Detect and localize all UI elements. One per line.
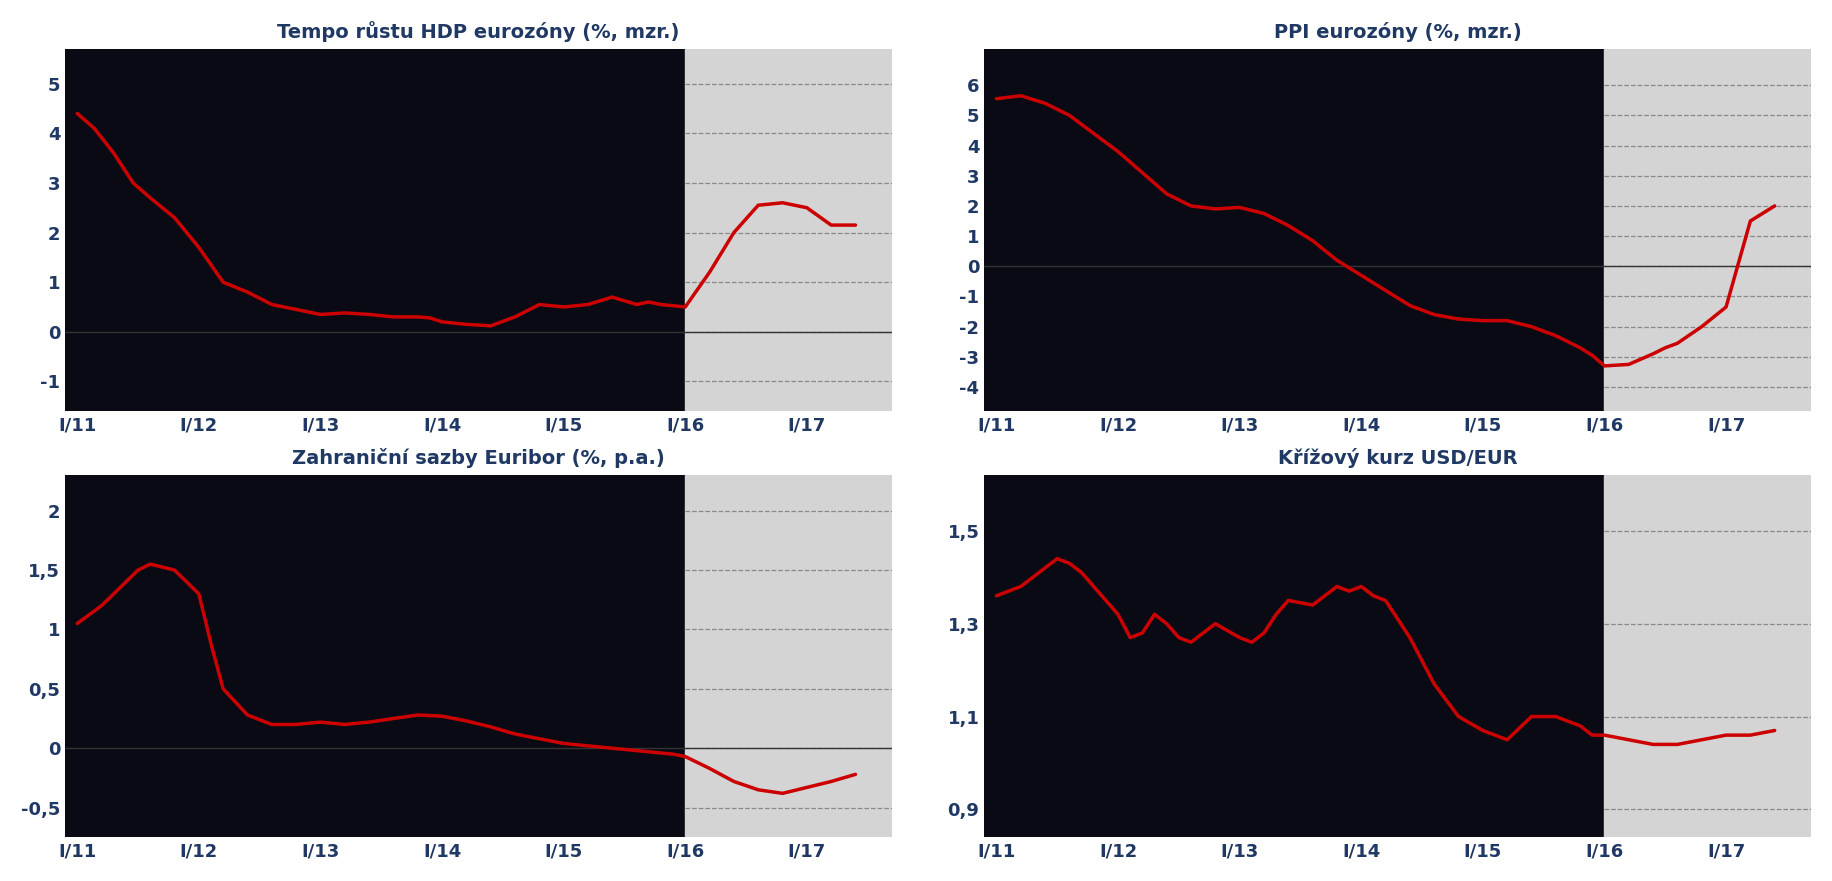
Title: Tempo růstu HDP eurozóny (%, mzr.): Tempo růstu HDP eurozóny (%, mzr.) [277, 21, 680, 41]
Title: Zahraniční sazby Euribor (%, p.a.): Zahraniční sazby Euribor (%, p.a.) [291, 448, 665, 468]
Bar [1605, 475, 1823, 837]
Title: PPI eurozóny (%, mzr.): PPI eurozóny (%, mzr.) [1273, 22, 1522, 41]
Bar [685, 49, 905, 411]
Bar [1605, 49, 1823, 411]
Title: Křížový kurz USD/EUR: Křížový kurz USD/EUR [1279, 448, 1517, 468]
Bar [685, 475, 905, 837]
